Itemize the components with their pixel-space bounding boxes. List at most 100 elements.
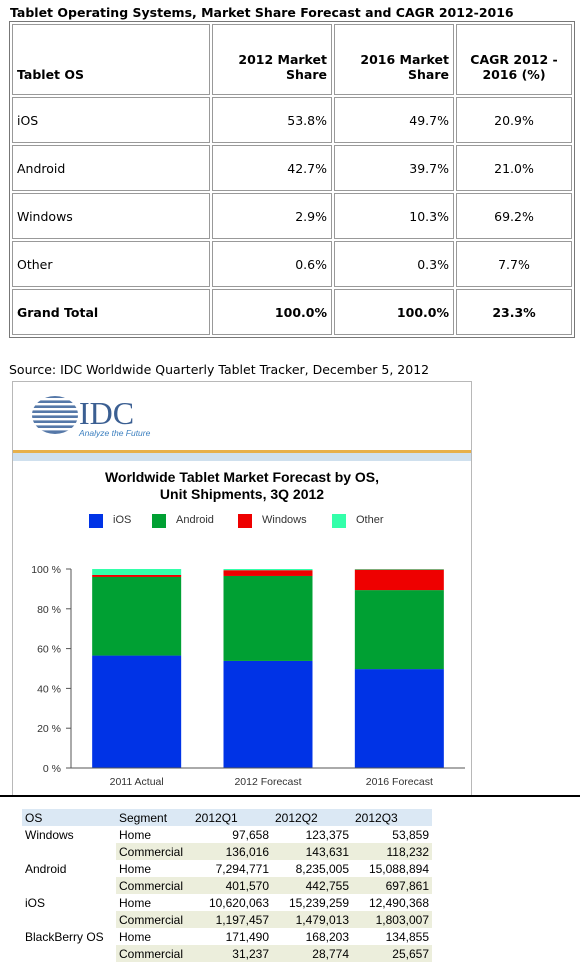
logo-area: IDC Analyze the Future [13,382,471,450]
cell-2016: 10.3% [334,193,454,239]
legend-label-windows: Windows [262,514,307,526]
header-os: OS [22,809,116,826]
header-cagr: CAGR 2012 - 2016 (%) [456,24,572,95]
cell-q2: 123,375 [305,827,349,842]
cell-os [22,911,116,928]
header-2012q3: 2012Q3 [352,809,432,826]
cell-2012: 2.9% [212,193,332,239]
cell-q1: 7,294,771 [215,861,269,876]
y-tick-label: 40 % [37,683,61,695]
cell-os: Windows [25,827,74,842]
cell-q2: 442,755 [272,877,352,894]
bar-segment-android [223,575,313,661]
cell-2012: 0.6% [212,241,332,287]
table-row: Other 0.6% 0.3% 7.7% [12,241,572,287]
legend-label-other: Other [356,514,384,526]
cell-segment: Commercial [116,945,192,962]
cell-os: Android [12,145,210,191]
table-header-row: OS Segment 2012Q1 2012Q2 2012Q3 [22,809,432,826]
cell-2012: 53.8% [212,97,332,143]
market-share-table: Tablet OS 2012 Market Share 2016 Market … [9,21,575,338]
stacked-bar-plot: 0 % 20 % 40 % 60 % 80 % 100 % 2011 Actual 2012 … [31,564,465,788]
bar-segment-windows [92,574,182,577]
cell-2016: 0.3% [334,241,454,287]
logo-tagline: Analyze the Future [78,428,151,438]
cell-segment: Commercial [116,877,192,894]
cell-2016: 39.7% [334,145,454,191]
cell-q3: 25,657 [352,945,432,962]
cell-2012: 42.7% [212,145,332,191]
cell-cagr: 7.7% [456,241,572,287]
table-row: Windows 2.9% 10.3% 69.2% [12,193,572,239]
table-row: Commercial 401,570 442,755 697,861 [22,877,432,894]
table-title: Tablet Operating Systems, Market Share F… [10,5,514,20]
header-2016-share: 2016 Market Share [334,24,454,95]
y-tick-label: 60 % [37,644,61,656]
cell-q1: 171,490 [225,929,269,944]
cell-segment: Commercial [116,911,192,928]
legend-swatch-windows [238,514,252,528]
table-row: Commercial 136,016 143,631 118,232 [22,843,432,860]
cell-os: iOS [12,97,210,143]
cell-q3: 118,232 [352,843,432,860]
header-band [13,453,471,461]
cell-os: Other [12,241,210,287]
cell-os: Grand Total [12,289,210,335]
cell-q1: 97,658 [232,827,269,842]
table-total-row: Grand Total 100.0% 100.0% 23.3% [12,289,572,335]
idc-chart-panel: IDC Analyze the Future Worldwide Tablet … [12,381,472,796]
legend-label-android: Android [176,514,214,526]
bar-segment-ios [354,669,444,768]
y-tick-label: 100 % [31,564,61,576]
cell-2016: 100.0% [334,289,454,335]
cell-q3: 15,088,894 [368,861,429,876]
chart-title-line2: Unit Shipments, 3Q 2012 [159,486,325,502]
cell-os: BlackBerry OS [25,929,104,944]
bar-segment-windows [223,570,313,576]
cell-q2: 28,774 [272,945,352,962]
cell-q1: 1,197,457 [192,911,272,928]
cell-q3: 53,859 [392,827,429,842]
cell-os [22,843,116,860]
cell-os: Android [25,861,67,876]
shipments-table: OS Segment 2012Q1 2012Q2 2012Q3 Windows … [22,809,432,962]
legend-label-ios: iOS [113,514,132,526]
cell-segment: Home [119,929,152,944]
cell-segment: Home [119,895,152,910]
chart-title: Worldwide Tablet Market Forecast by OS, … [13,469,471,503]
cell-os: iOS [25,895,46,910]
legend-swatch-other [332,514,346,528]
header-2012q1: 2012Q1 [192,809,272,826]
cell-segment: Home [119,827,152,842]
bar-segment-android [354,590,444,670]
cell-q2: 1,479,013 [272,911,352,928]
y-tick-label: 20 % [37,723,61,735]
chart-area: Worldwide Tablet Market Forecast by OS, … [13,461,471,795]
cell-os [22,877,116,894]
x-tick-label: 2011 Actual [110,776,164,788]
bar-segment-ios [223,660,313,768]
x-tick-label: 2012 Forecast [234,776,301,788]
cell-cagr: 21.0% [456,145,572,191]
table-row: iOS Home 10,620,063 15,239,259 12,490,36… [22,894,432,911]
table-row: iOS 53.8% 49.7% 20.9% [12,97,572,143]
header-segment: Segment [116,809,192,826]
table-row: BlackBerry OS Home 171,490 168,203 134,8… [22,928,432,945]
cell-os [22,945,116,962]
table-row: Windows Home 97,658 123,375 53,859 [22,826,432,843]
cell-cagr: 23.3% [456,289,572,335]
bar-segment-other [223,569,313,571]
chart-title-line1: Worldwide Tablet Market Forecast by OS, [104,469,380,485]
cell-q2: 168,203 [305,929,349,944]
table-header-row: Tablet OS 2012 Market Share 2016 Market … [12,24,572,95]
cell-cagr: 69.2% [456,193,572,239]
cell-2012: 100.0% [212,289,332,335]
bar-segment-other [92,569,182,575]
table-row: Commercial 31,237 28,774 25,657 [22,945,432,962]
cell-q2: 143,631 [272,843,352,860]
cell-q1: 401,570 [192,877,272,894]
chart-legend: iOS Android Windows Other [13,513,471,529]
table-row: Commercial 1,197,457 1,479,013 1,803,007 [22,911,432,928]
cell-q2: 15,239,259 [288,895,349,910]
header-tablet-os: Tablet OS [12,24,210,95]
